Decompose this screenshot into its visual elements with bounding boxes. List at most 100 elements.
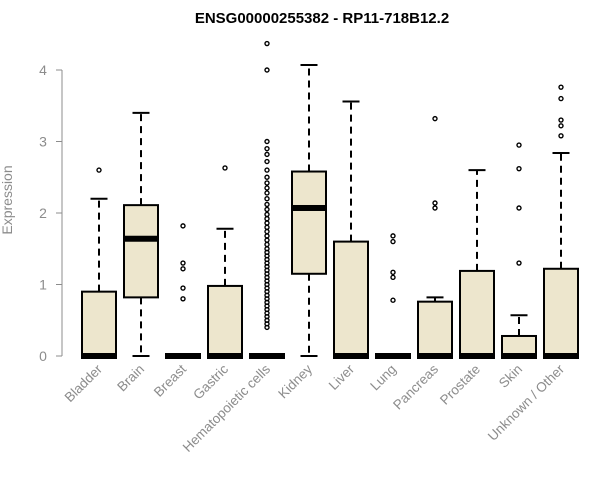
median-line	[333, 353, 369, 359]
chart-title: ENSG00000255382 - RP11-718B12.2	[195, 10, 449, 27]
median-line	[291, 204, 327, 211]
outlier-point	[432, 115, 438, 122]
outlier-point	[264, 206, 270, 213]
y-tick-label: 1	[39, 277, 47, 293]
outlier-point	[264, 185, 270, 191]
outlier-point	[558, 84, 564, 90]
outlier-point	[558, 117, 564, 123]
outlier-point	[516, 165, 522, 172]
outlier-point	[264, 324, 270, 331]
outlier-point	[516, 142, 522, 148]
box-body	[459, 269, 495, 358]
y-tick-label: 3	[39, 134, 47, 150]
y-tick-label: 4	[39, 62, 47, 78]
box-brain	[123, 111, 159, 357]
outlier-point	[390, 238, 396, 245]
median-line	[417, 353, 453, 359]
outlier-point	[432, 200, 438, 206]
median-line	[375, 353, 411, 359]
box-body	[207, 284, 243, 357]
outlier-point	[264, 190, 270, 196]
outlier-point	[264, 220, 270, 226]
box-body	[543, 267, 579, 357]
x-tick-label: Unknown / Other	[485, 361, 568, 444]
outlier-point	[264, 138, 270, 145]
x-tick-label: Brain	[114, 362, 147, 395]
outlier-point	[264, 201, 270, 208]
outlier-point	[264, 174, 270, 180]
outlier-point	[264, 151, 270, 158]
median-line	[543, 353, 579, 359]
box-liver	[333, 100, 369, 359]
y-tick-label: 2	[39, 205, 47, 221]
y-axis-label: Expression	[0, 165, 15, 234]
outlier-point	[96, 167, 102, 173]
box-skin	[501, 142, 537, 359]
outlier-point	[264, 224, 270, 231]
x-tick-label: Pancreas	[390, 361, 441, 412]
x-tick-label: Gastric	[190, 361, 231, 402]
x-tick-label: Kidney	[275, 361, 315, 401]
outlier-point	[264, 158, 270, 165]
y-tick-label: 0	[39, 348, 47, 364]
median-line	[123, 235, 159, 242]
box-body	[81, 290, 117, 357]
outlier-point	[264, 216, 270, 222]
outlier-point	[558, 123, 564, 129]
median-line	[249, 353, 285, 359]
box-body	[333, 240, 369, 358]
outlier-point	[432, 205, 438, 211]
outlier-point	[264, 241, 270, 248]
outlier-point	[180, 266, 186, 272]
outlier-point	[516, 260, 522, 266]
x-tick-label: Prostate	[437, 362, 483, 408]
box-lung	[375, 233, 411, 359]
x-tick-label: Liver	[326, 361, 358, 393]
box-body	[501, 334, 537, 358]
x-tick-label: Bladder	[62, 361, 106, 405]
outlier-point	[264, 237, 270, 243]
outlier-point	[264, 167, 270, 173]
x-tick-label: Breast	[151, 361, 189, 399]
box-breast	[165, 223, 201, 359]
box-prostate	[459, 169, 495, 359]
outlier-point	[264, 233, 270, 239]
outlier-point	[264, 195, 270, 202]
box-unknown-other	[543, 84, 579, 359]
median-line	[207, 353, 243, 359]
outlier-point	[390, 233, 396, 239]
outlier-point	[180, 296, 186, 302]
box-body	[417, 300, 453, 358]
box-body	[123, 204, 159, 299]
outlier-point	[264, 180, 270, 186]
median-line	[165, 353, 201, 359]
box-body	[291, 170, 327, 275]
outlier-point	[180, 260, 186, 266]
x-tick-label: Skin	[496, 362, 525, 391]
median-line	[501, 353, 537, 359]
box-series	[81, 40, 579, 359]
box-pancreas	[417, 115, 453, 359]
box-bladder	[81, 167, 117, 359]
outlier-point	[390, 274, 396, 281]
outlier-point	[264, 228, 270, 235]
median-line	[459, 353, 495, 359]
y-axis: 0 1 2 3 4	[39, 62, 63, 364]
outlier-point	[222, 165, 228, 171]
outlier-point	[264, 67, 270, 73]
outlier-point	[558, 95, 564, 102]
outlier-point	[180, 285, 186, 291]
box-hematopoietic-cells	[249, 40, 285, 359]
outlier-point	[264, 211, 270, 218]
outlier-point	[264, 145, 270, 152]
outlier-point	[264, 40, 270, 47]
outlier-point	[558, 133, 564, 139]
x-tick-label: Lung	[367, 362, 399, 394]
box-gastric	[207, 165, 243, 359]
outlier-point	[180, 223, 186, 229]
outlier-point	[516, 205, 522, 211]
outlier-point	[390, 269, 396, 276]
outlier-point	[390, 297, 396, 303]
median-line	[81, 353, 117, 359]
